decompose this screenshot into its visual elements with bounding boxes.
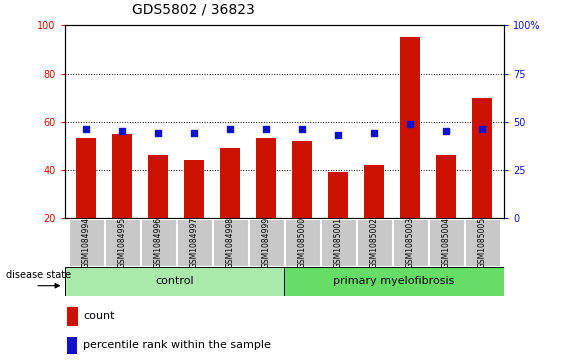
- Point: [262, 126, 271, 132]
- Bar: [364, 165, 384, 218]
- FancyBboxPatch shape: [141, 219, 176, 266]
- FancyBboxPatch shape: [69, 219, 104, 266]
- Bar: [113, 134, 132, 218]
- Text: control: control: [155, 276, 194, 286]
- Point: [226, 126, 235, 132]
- Point: [406, 121, 415, 126]
- Point: [442, 128, 451, 134]
- Text: GSM1085005: GSM1085005: [478, 217, 487, 268]
- Bar: [400, 37, 420, 218]
- Text: GSM1084994: GSM1084994: [82, 217, 91, 268]
- Text: GSM1084999: GSM1084999: [262, 217, 271, 268]
- Point: [154, 130, 163, 136]
- Text: percentile rank within the sample: percentile rank within the sample: [83, 340, 271, 350]
- Bar: [149, 155, 168, 218]
- Bar: [65, 267, 284, 296]
- Text: GSM1084996: GSM1084996: [154, 217, 163, 268]
- Bar: [185, 160, 204, 218]
- Text: GSM1084998: GSM1084998: [226, 217, 235, 268]
- Point: [82, 126, 91, 132]
- Text: GSM1085002: GSM1085002: [370, 217, 379, 268]
- FancyBboxPatch shape: [249, 219, 284, 266]
- Text: GDS5802 / 36823: GDS5802 / 36823: [132, 2, 255, 16]
- FancyBboxPatch shape: [357, 219, 392, 266]
- Text: GSM1085001: GSM1085001: [334, 217, 343, 268]
- FancyBboxPatch shape: [393, 219, 427, 266]
- Text: GSM1085003: GSM1085003: [406, 217, 415, 268]
- Text: GSM1084997: GSM1084997: [190, 217, 199, 268]
- Bar: [221, 148, 240, 218]
- Text: disease state: disease state: [6, 270, 71, 280]
- Text: primary myelofibrosis: primary myelofibrosis: [333, 276, 455, 286]
- Bar: [472, 98, 492, 218]
- FancyBboxPatch shape: [213, 219, 248, 266]
- Bar: [68, 337, 77, 354]
- Point: [370, 130, 379, 136]
- Bar: [256, 138, 276, 218]
- Point: [478, 126, 487, 132]
- FancyBboxPatch shape: [285, 219, 320, 266]
- Bar: [328, 172, 348, 218]
- Text: GSM1085000: GSM1085000: [298, 217, 307, 268]
- Text: GSM1085004: GSM1085004: [442, 217, 451, 268]
- FancyBboxPatch shape: [177, 219, 212, 266]
- Bar: [436, 155, 456, 218]
- Point: [190, 130, 199, 136]
- Point: [118, 128, 127, 134]
- Bar: [284, 267, 504, 296]
- FancyBboxPatch shape: [465, 219, 499, 266]
- Text: GSM1084995: GSM1084995: [118, 217, 127, 268]
- Bar: [77, 138, 96, 218]
- FancyBboxPatch shape: [429, 219, 463, 266]
- FancyBboxPatch shape: [105, 219, 140, 266]
- Point: [334, 132, 343, 138]
- FancyBboxPatch shape: [321, 219, 356, 266]
- Text: count: count: [83, 311, 115, 321]
- Bar: [68, 307, 78, 326]
- Point: [298, 126, 307, 132]
- Bar: [292, 141, 312, 218]
